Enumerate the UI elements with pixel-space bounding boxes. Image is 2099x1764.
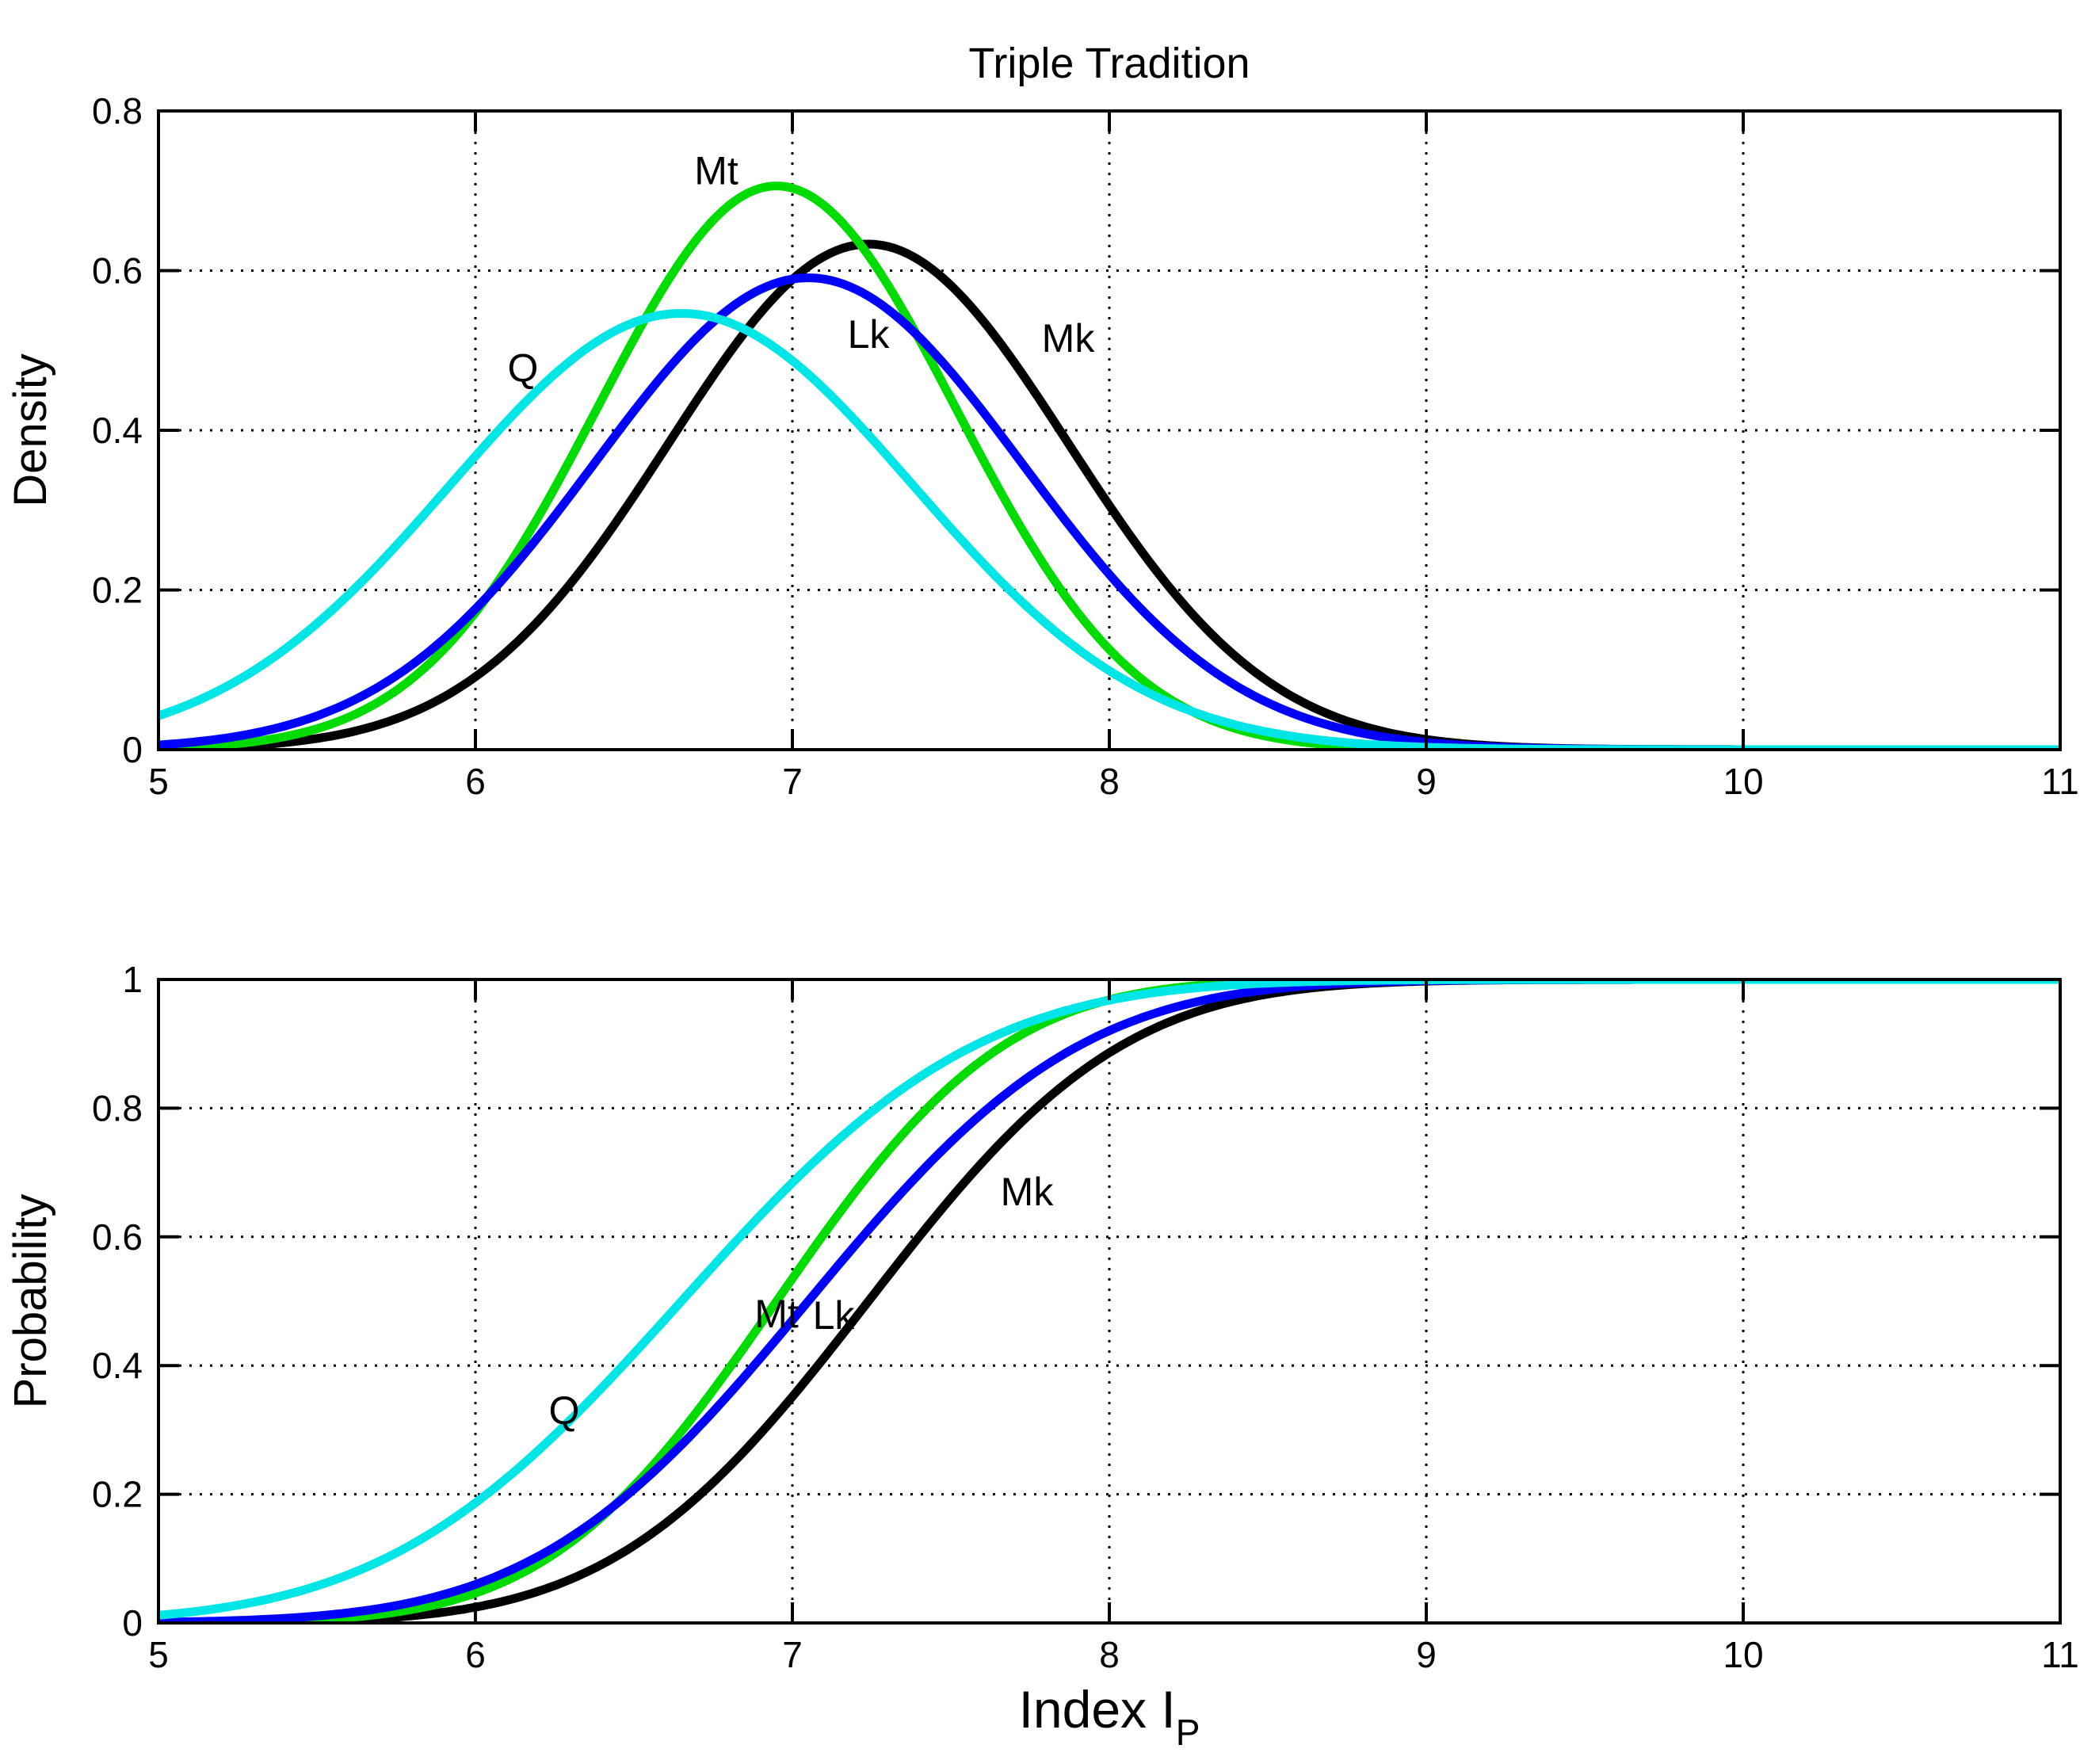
curve-Mt: [158, 181, 2060, 750]
series-label-Mt: Mt: [694, 149, 738, 193]
x-tick-label-7: 7: [782, 1634, 803, 1675]
y-tick-label-0: 0: [122, 729, 143, 770]
curve-Q: [158, 979, 2060, 1620]
y-tick-label-0.4: 0.4: [92, 1345, 143, 1386]
x-tick-label-8: 8: [1099, 1634, 1120, 1675]
y-tick-label-0.2: 0.2: [92, 570, 143, 611]
probability-axis-label: Probability: [5, 1194, 56, 1409]
x-tick-label-5: 5: [148, 1634, 169, 1675]
y-tick-label-0.2: 0.2: [92, 1474, 143, 1515]
curve-Mk: [158, 239, 2060, 750]
series-label-Mk: Mk: [1042, 316, 1096, 361]
x-tick-label-10: 10: [1723, 1634, 1763, 1675]
x-tick-label-6: 6: [465, 1634, 486, 1675]
y-tick-label-0.6: 0.6: [92, 1216, 143, 1258]
x-tick-label-9: 9: [1416, 1634, 1437, 1675]
x-axis-label-subscript: P: [1176, 1712, 1200, 1753]
x-tick-label-6: 6: [465, 761, 486, 802]
y-tick-label-1: 1: [122, 959, 143, 1000]
series-label-Lk: Lk: [813, 1293, 856, 1338]
x-tick-label-9: 9: [1416, 761, 1437, 802]
x-tick-label-5: 5: [148, 761, 169, 802]
x-tick-label-11: 11: [2041, 1634, 2079, 1675]
curve-Q: [158, 309, 2060, 750]
figure-title: Triple Tradition: [968, 40, 1250, 87]
y-tick-label-0.4: 0.4: [92, 410, 143, 451]
x-tick-label-10: 10: [1723, 761, 1763, 802]
series-label-Lk: Lk: [848, 312, 891, 357]
x-tick-label-8: 8: [1099, 761, 1120, 802]
x-axis-label-main: Index I: [1019, 1680, 1176, 1739]
subplot-probability: 5 6 7 8 9 10 11 0 0.2 0.4 0.6 0.8 1 Q Mt Lk Mk: [92, 959, 2079, 1675]
curve-Lk: [158, 273, 2060, 750]
y-tick-label-0.8: 0.8: [92, 90, 143, 132]
subplot-density: 5 6 7 8 9 10 11 0 0.2 0.4 0.6 0.8 Mt Lk Mk Q: [92, 90, 2079, 802]
density-axis-label: Density: [5, 353, 56, 506]
series-label-Q: Q: [508, 346, 539, 390]
x-tick-label-7: 7: [782, 761, 803, 802]
y-tick-label-0.6: 0.6: [92, 250, 143, 292]
y-tick-label-0.8: 0.8: [92, 1087, 143, 1128]
x-axis-label: Index IP: [1019, 1680, 1200, 1753]
y-tick-label-0: 0: [122, 1602, 143, 1644]
x-tick-label-11: 11: [2041, 761, 2079, 802]
series-label-Mt: Mt: [754, 1292, 799, 1336]
series-label-Mk: Mk: [1001, 1170, 1055, 1214]
curve-Lk: [158, 979, 2060, 1623]
series-label-Q: Q: [549, 1388, 580, 1433]
